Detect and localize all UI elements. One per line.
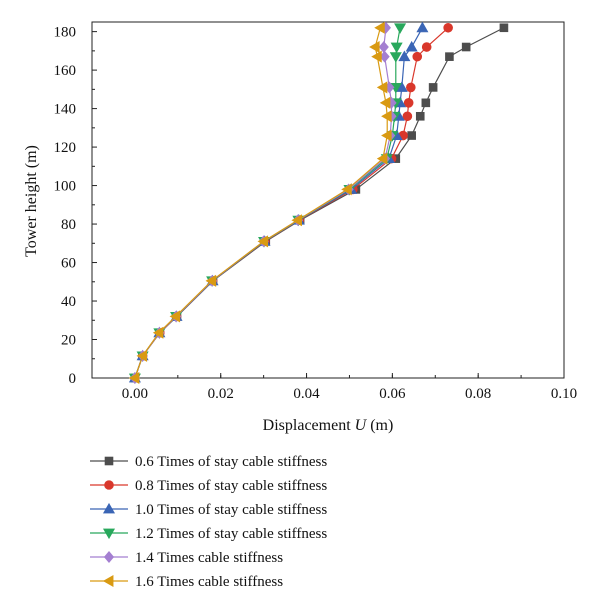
data-point bbox=[403, 98, 414, 108]
data-point bbox=[421, 98, 431, 108]
plot-frame bbox=[91, 21, 565, 379]
data-point bbox=[376, 152, 388, 165]
data-point bbox=[291, 214, 302, 227]
series-5 bbox=[129, 21, 397, 384]
data-point bbox=[369, 40, 380, 54]
legend-label: 1.0 Times of stay cable stiffness bbox=[135, 502, 327, 518]
legend-marker bbox=[102, 574, 114, 588]
data-point bbox=[341, 183, 352, 196]
y-tick-label: 120 bbox=[54, 140, 77, 156]
legend-marker bbox=[103, 551, 115, 563]
data-point bbox=[428, 83, 438, 92]
data-point bbox=[394, 23, 407, 34]
x-axis-title: Displacement U (m) bbox=[263, 417, 394, 434]
data-point bbox=[412, 51, 423, 62]
legend-item: 1.6 Times cable stiffness bbox=[90, 574, 283, 590]
series-line bbox=[134, 27, 388, 379]
y-tick-label: 100 bbox=[54, 179, 77, 195]
legend-item: 0.6 Times of stay cable stiffness bbox=[90, 454, 327, 470]
y-tick-label: 160 bbox=[54, 63, 77, 79]
data-point bbox=[128, 371, 140, 385]
legend-label: 1.2 Times of stay cable stiffness bbox=[135, 526, 327, 542]
series-line bbox=[134, 27, 449, 379]
data-point bbox=[398, 50, 411, 62]
series-line bbox=[134, 27, 393, 379]
legend-marker bbox=[102, 528, 116, 540]
x-axis-title-prefix: Displacement bbox=[263, 417, 355, 434]
data-point bbox=[405, 40, 418, 52]
series-line bbox=[134, 27, 401, 379]
y-tick-label: 140 bbox=[54, 102, 77, 118]
x-tick-label: 0.02 bbox=[208, 386, 234, 402]
legend-label: 1.6 Times cable stiffness bbox=[135, 574, 283, 590]
legend-item: 0.8 Times of stay cable stiffness bbox=[90, 478, 327, 494]
x-axis-title-variable: U bbox=[355, 417, 368, 434]
x-tick-label: 0.04 bbox=[293, 386, 320, 402]
data-point bbox=[374, 21, 385, 34]
data-point bbox=[402, 111, 413, 122]
data-point bbox=[443, 22, 453, 33]
x-axis-title-suffix: (m) bbox=[366, 417, 393, 434]
legend-marker bbox=[102, 502, 116, 514]
legend-label: 0.8 Times of stay cable stiffness bbox=[135, 478, 327, 494]
data-point bbox=[461, 42, 471, 52]
data-point bbox=[378, 41, 389, 53]
legend-label: 0.6 Times of stay cable stiffness bbox=[135, 454, 327, 470]
series-line bbox=[134, 27, 423, 379]
legend-item: 1.0 Times of stay cable stiffness bbox=[90, 502, 327, 518]
data-point bbox=[381, 129, 392, 142]
series-line bbox=[134, 27, 505, 379]
data-point bbox=[205, 274, 217, 287]
series-4 bbox=[128, 23, 407, 385]
y-axis-title: Tower height (m) bbox=[23, 145, 40, 257]
series-group bbox=[128, 21, 509, 385]
data-point bbox=[136, 349, 148, 362]
data-point bbox=[415, 111, 425, 121]
data-point bbox=[376, 81, 388, 94]
legend-label: 1.4 Times cable stiffness bbox=[135, 550, 283, 566]
data-point bbox=[416, 21, 429, 33]
legend-item: 1.2 Times of stay cable stiffness bbox=[90, 526, 327, 542]
series-2 bbox=[130, 22, 453, 383]
x-tick-label: 0.08 bbox=[465, 386, 491, 402]
y-tick-label: 60 bbox=[61, 256, 76, 272]
data-point bbox=[381, 110, 392, 123]
x-tick-label: 0.10 bbox=[551, 386, 577, 402]
data-point bbox=[371, 50, 382, 63]
series-3 bbox=[128, 21, 429, 383]
x-tick-label: 0.06 bbox=[379, 386, 406, 402]
data-point bbox=[445, 52, 454, 61]
data-point bbox=[499, 23, 509, 33]
x-tick-label: 0.00 bbox=[122, 386, 148, 402]
y-tick-label: 20 bbox=[61, 333, 76, 349]
legend: 0.6 Times of stay cable stiffness 0.8 Tim… bbox=[90, 454, 327, 590]
data-point bbox=[421, 42, 432, 52]
y-tick-label: 40 bbox=[61, 294, 76, 310]
data-point bbox=[169, 310, 181, 323]
data-point bbox=[389, 52, 402, 63]
data-point bbox=[407, 131, 416, 140]
legend-marker bbox=[104, 480, 114, 490]
data-point bbox=[390, 42, 403, 54]
data-point bbox=[379, 96, 391, 109]
series-6 bbox=[128, 21, 392, 385]
axes: 0.00 0.02 0.04 0.06 0.08 0.10 0 20 40 60 80 100 120 1… bbox=[54, 21, 577, 402]
data-point bbox=[406, 82, 416, 93]
data-point bbox=[152, 326, 164, 339]
y-tick-label: 80 bbox=[61, 217, 76, 233]
legend-marker bbox=[104, 456, 114, 466]
y-tick-label: 0 bbox=[69, 371, 77, 387]
y-tick-label: 180 bbox=[54, 25, 77, 41]
data-point bbox=[257, 235, 269, 248]
legend-item: 1.4 Times cable stiffness bbox=[90, 550, 283, 566]
series-1 bbox=[130, 23, 509, 383]
